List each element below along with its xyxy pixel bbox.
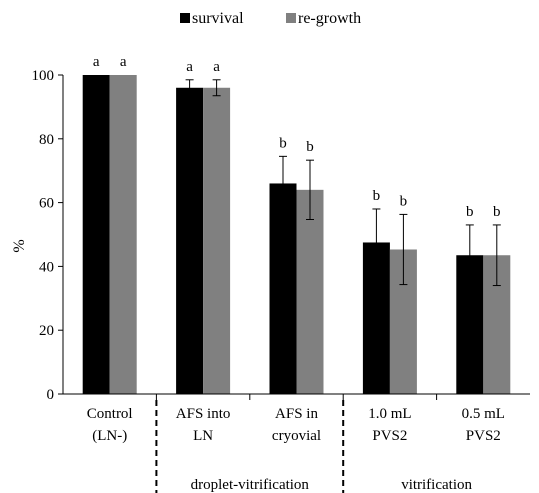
legend-label-survival: survival — [192, 10, 244, 27]
bar-survival — [82, 75, 110, 394]
group-label: vitrification — [401, 477, 472, 493]
significance-letter: b — [466, 204, 474, 220]
y-tick-label: 100 — [32, 68, 55, 84]
y-tick-label: 60 — [39, 196, 54, 212]
axes — [62, 75, 530, 395]
bar-re-growth — [203, 87, 231, 394]
significance-letter: b — [279, 135, 287, 151]
bar-survival — [176, 87, 204, 394]
bar-re-growth — [109, 75, 137, 394]
x-axis-labels: Control (LN-) AFS into LN AFS in cryovial 1.0 … — [87, 394, 505, 444]
x-tick-label: AFS into LN — [176, 406, 231, 444]
legend-label-re-growth: re-growth — [298, 10, 361, 27]
significance-letter: a — [186, 59, 193, 75]
y-axis-ticks: 0 20 40 60 80 100 — [32, 68, 63, 403]
bars: a a a a b b b b b b — [82, 54, 511, 394]
significance-letter: b — [373, 188, 381, 204]
group-labels: droplet-vitrification vitrification — [155, 400, 473, 493]
y-axis-label: % — [11, 239, 28, 252]
x-tick-label: Control (LN-) — [87, 406, 133, 444]
y-tick-label: 40 — [39, 259, 54, 275]
bar-re-growth — [296, 189, 324, 394]
significance-letter: b — [493, 204, 501, 220]
legend-swatch-re-growth — [286, 13, 296, 23]
y-tick-label: 0 — [47, 387, 55, 403]
significance-letter: b — [306, 139, 314, 155]
significance-letter: a — [120, 54, 127, 70]
significance-letter: b — [400, 193, 408, 209]
legend-swatch-survival — [180, 13, 190, 23]
x-tick-label: 1.0 mL PVS2 — [368, 406, 411, 444]
significance-letter: a — [213, 59, 220, 75]
y-tick-label: 20 — [39, 323, 54, 339]
group-label: droplet-vitrification — [191, 477, 310, 493]
bar-survival — [269, 183, 297, 394]
x-tick-label: AFS in cryovial — [272, 406, 321, 444]
legend: survival re-growth — [180, 10, 361, 27]
y-tick-label: 80 — [39, 132, 54, 148]
x-tick-label: 0.5 mL PVS2 — [462, 406, 505, 444]
significance-letter: a — [93, 54, 100, 70]
